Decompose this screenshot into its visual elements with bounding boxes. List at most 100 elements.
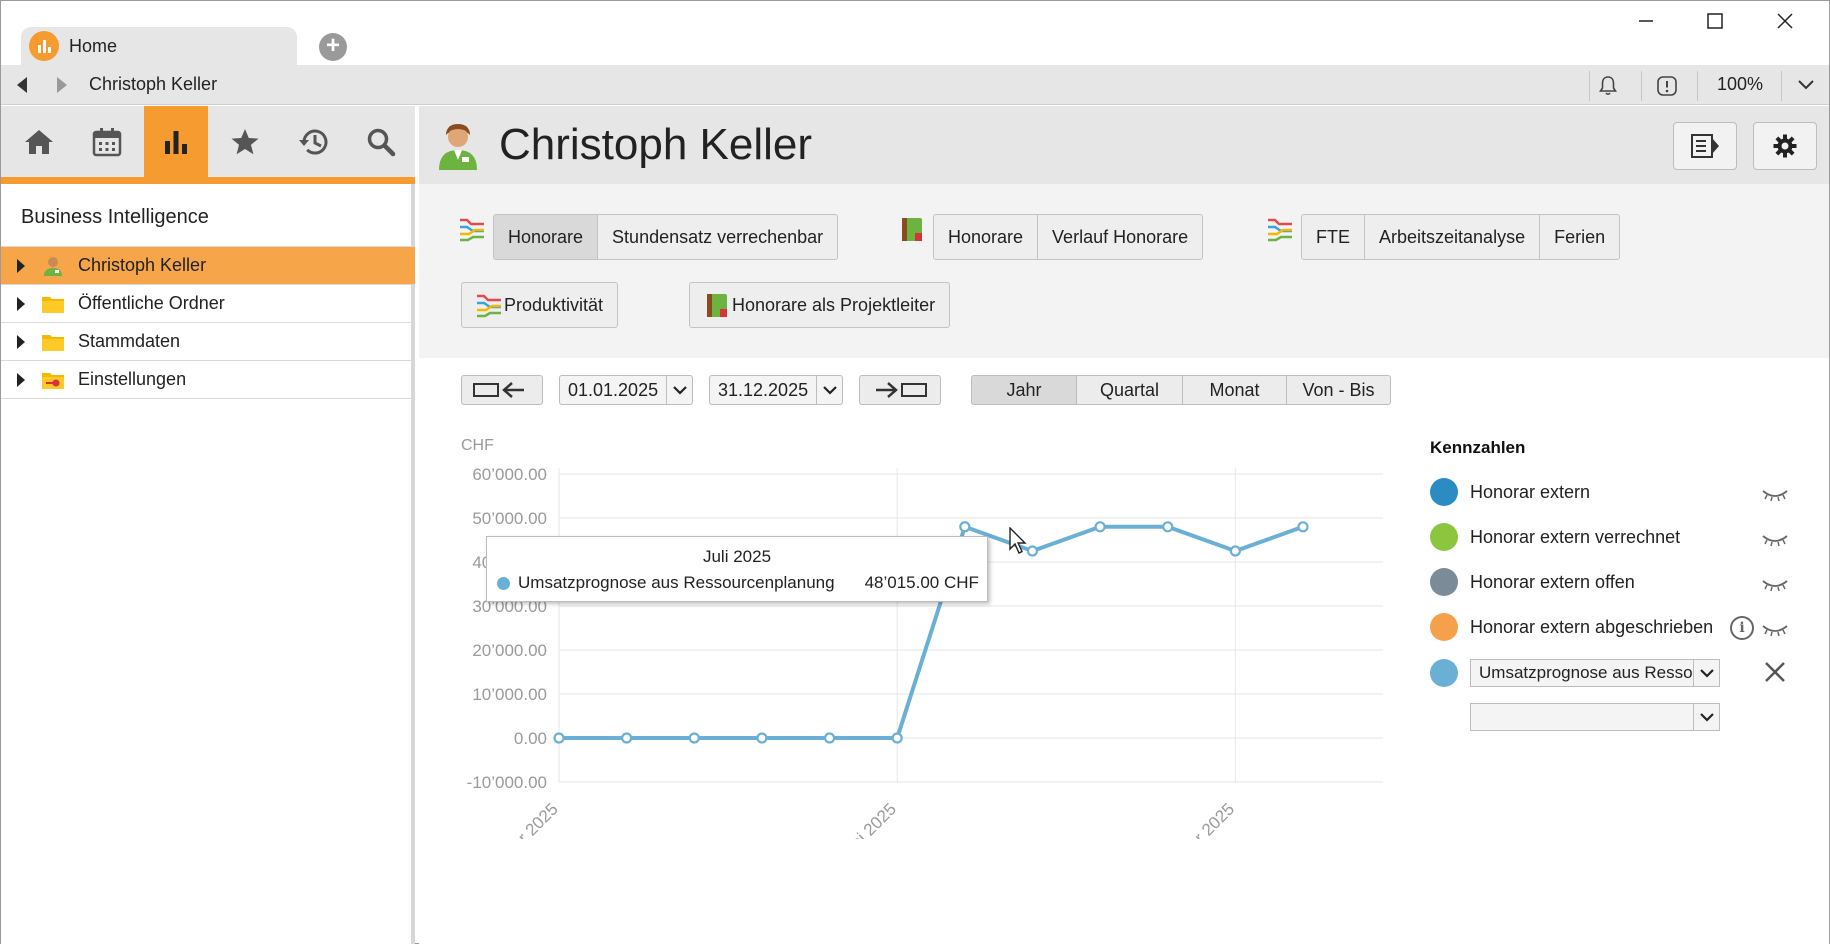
y-axis-unit-label: CHF bbox=[461, 437, 494, 454]
new-tab-icon[interactable]: + bbox=[319, 33, 347, 61]
legend-color-dot bbox=[1430, 613, 1458, 641]
add-series-select[interactable] bbox=[1470, 703, 1720, 731]
data-point bbox=[1094, 521, 1106, 533]
eye-hidden-icon[interactable] bbox=[1761, 485, 1789, 505]
separator bbox=[1641, 71, 1642, 101]
tree-item-public-folders[interactable]: Öffentliche Ordner bbox=[1, 285, 415, 323]
y-tick-label: -10’000.00 bbox=[467, 773, 547, 792]
sidebar-tab-favorites[interactable] bbox=[213, 106, 277, 177]
range-von-bis-button[interactable]: Von - Bis bbox=[1287, 375, 1391, 405]
data-point bbox=[688, 732, 700, 744]
settings-button[interactable] bbox=[1753, 122, 1817, 170]
legend-color-dot bbox=[1430, 568, 1458, 596]
zoom-level[interactable]: 100% bbox=[1717, 74, 1764, 94]
sidebar-tab-home[interactable] bbox=[7, 106, 71, 177]
maximize-icon[interactable] bbox=[1695, 11, 1735, 39]
tree-item-christoph-keller[interactable]: Christoph Keller bbox=[1, 247, 415, 285]
ferien-button[interactable]: Ferien bbox=[1540, 214, 1621, 260]
expand-caret-icon[interactable] bbox=[17, 296, 25, 311]
tree-item-stammdaten[interactable]: Stammdaten bbox=[1, 323, 415, 361]
previous-period-button[interactable] bbox=[461, 375, 543, 405]
info-icon[interactable]: i bbox=[1730, 616, 1754, 640]
legend-item-honorar-extern-verrechnet[interactable]: Honorar extern verrechnet bbox=[1430, 522, 1680, 552]
star-icon bbox=[231, 128, 259, 154]
legend-item-honorar-extern-abgeschrieben[interactable]: Honorar extern abgeschrieben bbox=[1430, 612, 1713, 642]
produktivitaet-button[interactable]: Produktivität bbox=[461, 282, 619, 328]
honorare-button[interactable]: Honorare bbox=[493, 214, 599, 260]
button-group-honorare-projects: Honorare Verlauf Honorare bbox=[933, 214, 1204, 260]
side-panel-toggle-button[interactable] bbox=[1673, 122, 1737, 170]
date-from-field[interactable]: 01.01.2025 bbox=[559, 375, 693, 405]
range-jahr-button[interactable]: Jahr bbox=[971, 375, 1077, 405]
legend-item-honorar-extern-offen[interactable]: Honorar extern offen bbox=[1430, 567, 1635, 597]
date-from-value: 01.01.2025 bbox=[568, 379, 659, 400]
range-quartal-button[interactable]: Quartal bbox=[1077, 375, 1183, 405]
tree-item-label: Einstellungen bbox=[78, 369, 187, 389]
legend-color-dot bbox=[1430, 659, 1458, 687]
project-book-icon bbox=[902, 218, 922, 241]
page-title: Christoph Keller bbox=[499, 120, 813, 169]
minimize-icon[interactable] bbox=[1626, 11, 1666, 39]
data-point bbox=[756, 732, 768, 744]
y-tick-label: 60’000.00 bbox=[472, 465, 547, 484]
y-tick-label: 20’000.00 bbox=[472, 641, 547, 660]
y-tick-label: 50’000.00 bbox=[472, 509, 547, 528]
legend-item-honorar-extern[interactable]: Honorar extern bbox=[1430, 477, 1590, 507]
arrow-left-icon bbox=[473, 382, 524, 398]
eye-hidden-icon[interactable] bbox=[1761, 530, 1789, 550]
legend-label: Honorar extern offen bbox=[1470, 571, 1635, 592]
chevron-down-icon[interactable] bbox=[1796, 77, 1816, 93]
person-icon bbox=[44, 257, 62, 276]
chevron-down-icon[interactable] bbox=[666, 376, 692, 404]
back-icon[interactable] bbox=[17, 77, 27, 93]
stundensatz-verrechenbar-button[interactable]: Stundensatz verrechenbar bbox=[598, 214, 839, 260]
legend-label: Honorar extern verrechnet bbox=[1470, 526, 1681, 547]
close-window-icon[interactable] bbox=[1765, 11, 1805, 39]
separator bbox=[1697, 71, 1698, 101]
chevron-down-icon[interactable] bbox=[1693, 704, 1719, 730]
tooltip-title: Juli 2025 bbox=[702, 547, 772, 566]
button-group-productivity: Produktivität bbox=[461, 282, 619, 328]
sidebar-tab-calendar[interactable] bbox=[75, 106, 139, 177]
expand-caret-icon[interactable] bbox=[17, 258, 25, 273]
legend-color-dot bbox=[1430, 523, 1458, 551]
chevron-down-icon[interactable] bbox=[816, 376, 842, 404]
sidebar-tab-history[interactable] bbox=[282, 106, 346, 177]
tab-home[interactable]: Home bbox=[21, 27, 297, 65]
honorare-line-chart: CHF60’000.0050’000.0040’000.0030’000.002… bbox=[461, 437, 1383, 839]
y-tick-label: 0.00 bbox=[514, 729, 547, 748]
remove-series-icon[interactable] bbox=[1763, 660, 1787, 684]
calendar-icon bbox=[92, 127, 122, 156]
honorare-projektleiter-button[interactable]: Honorare als Projektleiter bbox=[689, 282, 951, 328]
next-period-button[interactable] bbox=[859, 375, 941, 405]
alert-icon[interactable] bbox=[1655, 74, 1679, 98]
panel-toggle-icon bbox=[1691, 134, 1719, 158]
sidebar-tabs bbox=[1, 106, 415, 184]
honorare-projects-button[interactable]: Honorare bbox=[933, 214, 1039, 260]
series-line bbox=[559, 524, 1304, 740]
bar-chart-icon bbox=[165, 130, 187, 154]
address-bar: Christoph Keller 100% bbox=[1, 65, 1829, 105]
data-point bbox=[1162, 521, 1174, 533]
separator bbox=[1781, 71, 1782, 101]
date-to-field[interactable]: 31.12.2025 bbox=[709, 375, 843, 405]
tooltip-series-name: Umsatzprognose aus Ressourcenplanung bbox=[518, 573, 835, 592]
eye-hidden-icon[interactable] bbox=[1761, 575, 1789, 595]
range-monat-button[interactable]: Monat bbox=[1183, 375, 1287, 405]
expand-caret-icon[interactable] bbox=[17, 372, 25, 387]
tooltip-row: Umsatzprognose aus Ressourcenplanung 48’… bbox=[497, 573, 979, 593]
arbeitszeitanalyse-button[interactable]: Arbeitszeitanalyse bbox=[1365, 214, 1541, 260]
sidebar-tab-search[interactable] bbox=[349, 106, 413, 177]
fte-button[interactable]: FTE bbox=[1301, 214, 1365, 260]
expand-caret-icon[interactable] bbox=[17, 334, 25, 349]
verlauf-honorare-button[interactable]: Verlauf Honorare bbox=[1038, 214, 1204, 260]
forward-icon[interactable] bbox=[57, 77, 67, 93]
tree-item-einstellungen[interactable]: Einstellungen bbox=[1, 361, 415, 399]
tree-item-label: Öffentliche Ordner bbox=[78, 293, 225, 313]
series-select[interactable]: Umsatzprognose aus Ressourcenplanung bbox=[1470, 659, 1720, 687]
eye-hidden-icon[interactable] bbox=[1761, 620, 1789, 640]
tooltip-series-dot bbox=[497, 576, 510, 590]
sidebar-tab-business-intelligence[interactable] bbox=[144, 106, 208, 177]
chevron-down-icon[interactable] bbox=[1693, 660, 1719, 686]
bell-icon[interactable] bbox=[1595, 73, 1621, 99]
